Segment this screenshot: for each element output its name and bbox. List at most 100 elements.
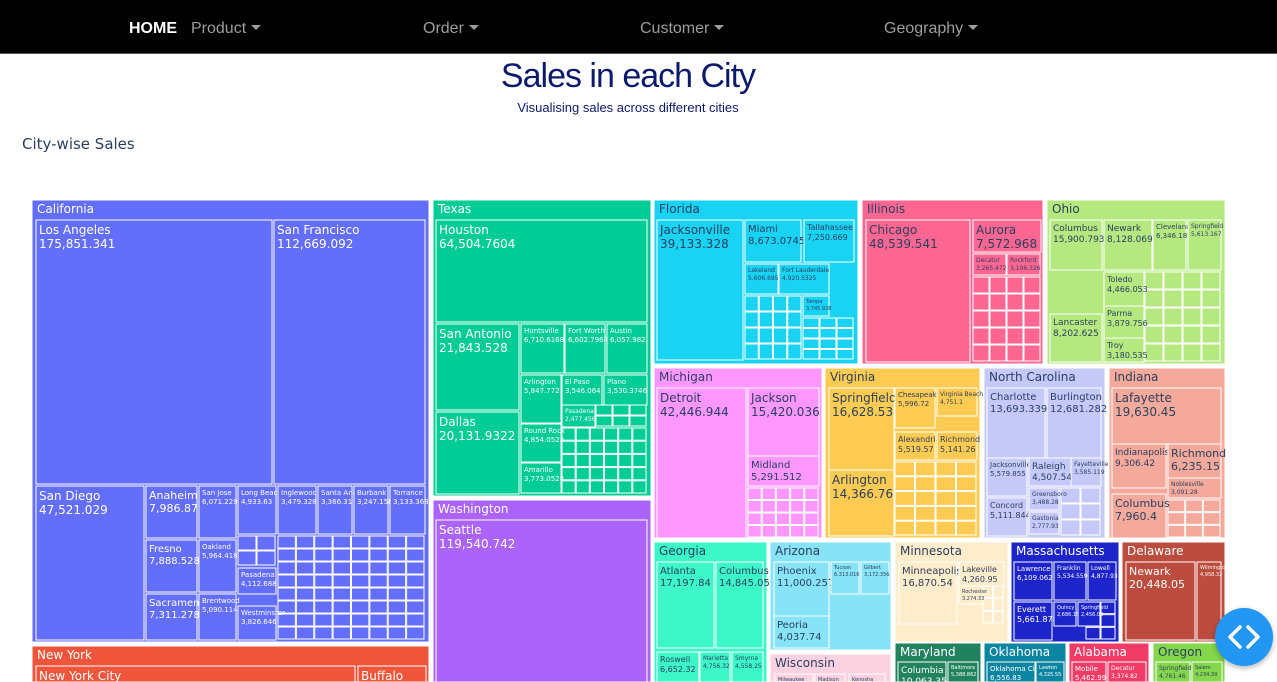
treemap-leaf-small[interactable] — [589, 427, 604, 441]
treemap-leaf-rect[interactable] — [520, 423, 562, 463]
treemap-leaf-small[interactable] — [1100, 601, 1116, 615]
treemap-leaf-rect[interactable] — [958, 561, 1005, 587]
treemap-leaf-rect[interactable] — [145, 485, 198, 539]
treemap-leaf-small[interactable] — [295, 613, 315, 627]
treemap-leaf-small[interactable] — [351, 587, 370, 601]
treemap-leaf-small[interactable] — [790, 525, 805, 538]
treemap-leaf-small[interactable] — [819, 317, 837, 328]
treemap-leaf-rect[interactable] — [715, 561, 764, 649]
treemap-leaf-small[interactable] — [314, 548, 333, 562]
treemap-leaf-small[interactable] — [956, 461, 977, 477]
treemap-leaf-rect[interactable] — [35, 665, 356, 682]
treemap-leaf-small[interactable] — [604, 467, 619, 481]
treemap-leaf-rect[interactable] — [1152, 219, 1187, 271]
treemap-leaf-small[interactable] — [1023, 276, 1041, 294]
treemap-leaf-small[interactable] — [604, 427, 619, 441]
treemap-leaf-rect[interactable] — [773, 615, 830, 649]
treemap-leaf-small[interactable] — [1144, 271, 1164, 290]
nav-product-dropdown[interactable]: Product — [191, 0, 262, 54]
treemap-leaf-small[interactable] — [387, 561, 407, 575]
treemap-leaf-small[interactable] — [787, 343, 802, 360]
treemap-leaf-small[interactable] — [632, 427, 647, 441]
treemap-leaf-rect[interactable] — [198, 593, 237, 641]
treemap-leaf-milwaukee[interactable]: Milwaukee — [774, 673, 814, 682]
treemap-leaf-rect[interactable] — [1070, 457, 1102, 487]
treemap-leaf-small[interactable] — [332, 561, 351, 575]
treemap-leaf-small[interactable] — [1202, 499, 1221, 513]
treemap-leaf-small[interactable] — [277, 600, 296, 614]
treemap-leaf-rect[interactable] — [317, 485, 353, 535]
treemap-leaf-small[interactable] — [575, 467, 590, 481]
treemap-leaf-rect[interactable] — [656, 387, 747, 539]
treemap-leaf-kenosha[interactable]: Kenosha — [848, 673, 886, 682]
treemap-leaf-small[interactable] — [277, 626, 296, 640]
treemap-leaf-rect[interactable] — [848, 673, 886, 682]
treemap-leaf-small[interactable] — [790, 487, 805, 500]
treemap-leaf-small[interactable] — [604, 480, 619, 494]
treemap-leaf-small[interactable] — [1167, 512, 1186, 525]
treemap-leaf-small[interactable] — [589, 453, 604, 468]
treemap-leaf-small[interactable] — [790, 500, 805, 513]
treemap-leaf-small[interactable] — [295, 574, 315, 588]
treemap-leaf-small[interactable] — [1006, 276, 1024, 294]
treemap-leaf-small[interactable] — [747, 500, 762, 513]
treemap-leaf-small[interactable] — [387, 626, 407, 640]
treemap-leaf-small[interactable] — [761, 512, 776, 525]
treemap-leaf-small[interactable] — [369, 535, 388, 549]
treemap-leaf-rect[interactable] — [972, 253, 1007, 276]
treemap-leaf-rect[interactable] — [986, 497, 1028, 537]
treemap-leaf-small[interactable] — [351, 613, 370, 627]
treemap-leaf-rect[interactable] — [958, 585, 984, 605]
treemap-leaf-small[interactable] — [758, 311, 773, 328]
treemap-leaf-small[interactable] — [1023, 293, 1041, 311]
treemap-leaf-rect[interactable] — [603, 374, 648, 406]
treemap-leaf-small[interactable] — [277, 535, 296, 549]
treemap-leaf-rect[interactable] — [1107, 661, 1147, 682]
treemap-leaf-small[interactable] — [406, 600, 425, 614]
treemap-leaf-small[interactable] — [1201, 307, 1221, 326]
treemap-leaf-rect[interactable] — [198, 539, 237, 593]
treemap-leaf-small[interactable] — [629, 415, 647, 427]
treemap-leaf-small[interactable] — [775, 525, 791, 538]
treemap-leaf-rect[interactable] — [744, 219, 802, 263]
treemap-leaf-small[interactable] — [989, 344, 1007, 362]
treemap-leaf-small[interactable] — [1144, 307, 1164, 326]
treemap-leaf-small[interactable] — [915, 461, 936, 477]
treemap-leaf-small[interactable] — [1182, 271, 1202, 290]
treemap-leaf-small[interactable] — [256, 550, 276, 566]
treemap-leaf-rect[interactable] — [744, 263, 779, 295]
treemap-leaf-rect[interactable] — [830, 561, 860, 595]
treemap-leaf-rect[interactable] — [1028, 457, 1072, 487]
treemap-leaf-small[interactable] — [804, 500, 819, 513]
treemap-leaf-small[interactable] — [1006, 293, 1024, 311]
treemap-leaf-rect[interactable] — [986, 661, 1036, 682]
treemap-leaf-rect[interactable] — [1046, 387, 1102, 459]
treemap-leaf-small[interactable] — [314, 574, 333, 588]
treemap-leaf-small[interactable] — [295, 587, 315, 601]
treemap-leaf-small[interactable] — [802, 328, 820, 339]
treemap-leaf-rect[interactable] — [1006, 253, 1041, 276]
treemap-leaf-rect[interactable] — [828, 387, 895, 471]
treemap-leaf-small[interactable] — [387, 535, 407, 549]
treemap-leaf-small[interactable] — [1080, 503, 1101, 520]
